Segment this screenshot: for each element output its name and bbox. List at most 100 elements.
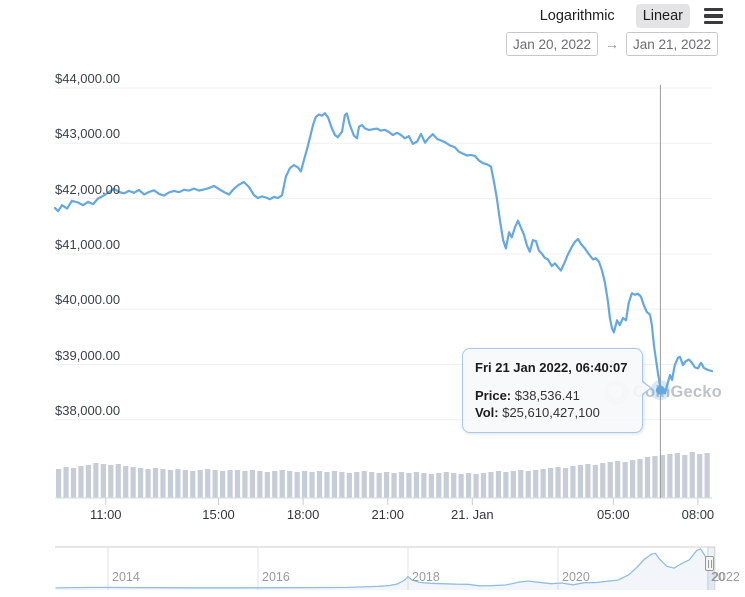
navigator-year-label: 2018 [412, 570, 440, 584]
scale-controls: Logarithmic Linear [533, 4, 723, 28]
tooltip-volume-row: Vol: $25,610,427,100 [475, 404, 630, 421]
volume-bar [458, 474, 464, 498]
volume-bar [190, 471, 196, 498]
volume-bar [421, 473, 427, 498]
x-axis-label: 11:00 [89, 507, 122, 522]
volume-bar [518, 470, 524, 498]
volume-bar [682, 455, 688, 498]
volume-bar [63, 467, 69, 498]
navigator-year-label: 2016 [262, 570, 290, 584]
volume-bar [324, 472, 330, 498]
volume-bar [577, 465, 584, 498]
scale-linear-button[interactable]: Linear [635, 4, 690, 28]
navigator-year-label: 2022 [712, 570, 740, 584]
volume-bar [175, 469, 181, 498]
date-to-input[interactable] [626, 32, 718, 56]
volume-bar [406, 473, 412, 498]
volume-bar [130, 467, 136, 498]
tooltip-price-row: Price: $38,536.41 [475, 387, 630, 404]
volume-bar [78, 466, 84, 498]
volume-bar [644, 457, 651, 498]
volume-bar [466, 473, 472, 498]
tooltip-price-value: $38,536.41 [514, 388, 580, 403]
y-axis-label: $42,000.00 [55, 181, 121, 197]
volume-bar [56, 469, 62, 498]
volume-bar [309, 472, 315, 498]
tooltip-volume-label: Vol: [475, 405, 499, 420]
volume-bar [480, 473, 487, 498]
volume-bar [473, 474, 479, 498]
volume-bar [93, 463, 99, 498]
volume-bar [145, 469, 151, 498]
volume-bar [398, 472, 405, 498]
volume-bar [361, 471, 367, 498]
volume-bar [331, 471, 338, 498]
y-axis-label: $41,000.00 [55, 236, 121, 252]
y-axis-label: $43,000.00 [55, 126, 121, 142]
volume-bar [615, 461, 621, 498]
price-line[interactable] [53, 112, 714, 395]
y-axis-label: $38,000.00 [55, 402, 121, 418]
volume-bar [689, 452, 695, 498]
navigator-year-label: 2014 [112, 570, 140, 584]
volume-bar [242, 471, 248, 498]
volume-bar [391, 473, 397, 498]
navigator-area-fill [55, 548, 714, 590]
volume-bar [264, 472, 270, 498]
navigator-handle[interactable] [705, 556, 714, 571]
x-axis-label: 18:00 [286, 507, 320, 522]
volume-bar [622, 462, 628, 498]
x-axis-label: 08:00 [681, 507, 715, 522]
date-from-input[interactable] [506, 32, 598, 56]
volume-bar [279, 470, 285, 498]
volume-bar [205, 469, 211, 498]
volume-bar [257, 471, 263, 498]
highlight-marker [655, 385, 665, 395]
x-axis-label: 05:00 [597, 507, 630, 522]
volume-bar [212, 470, 218, 498]
volume-bar [652, 456, 658, 498]
volume-bar [659, 455, 666, 498]
volume-bar [182, 470, 188, 498]
watermark-text: CoinGecko [633, 383, 722, 401]
volume-bar [197, 470, 203, 498]
tooltip-datetime: Fri 21 Jan 2022, 06:40:07 [475, 360, 628, 375]
volume-bar [503, 472, 509, 498]
x-axis-label: 21. Jan [450, 507, 494, 522]
volume-bar [413, 472, 420, 498]
volume-bar [667, 454, 673, 498]
volume-bar [607, 462, 613, 498]
volume-bar [339, 472, 345, 498]
y-axis-label: $44,000.00 [55, 71, 121, 86]
y-axis-label: $39,000.00 [55, 347, 121, 363]
volume-bar [160, 469, 166, 498]
volume-bar [272, 471, 278, 498]
volume-bar [585, 464, 591, 498]
navigator-line[interactable] [55, 547, 715, 589]
x-axis-label: 15:00 [202, 507, 235, 522]
volume-bar [637, 459, 643, 498]
range-arrow-icon: → [605, 36, 619, 52]
volume-bar [704, 453, 710, 498]
volume-bar [85, 465, 92, 498]
volume-bar [369, 472, 375, 498]
tooltip-callout-arrow [642, 380, 652, 396]
volume-bar [123, 466, 129, 498]
volume-bar [428, 474, 434, 498]
volume-bar [600, 463, 606, 498]
volume-bar [234, 470, 241, 498]
volume-bar [540, 469, 546, 498]
volume-bar [152, 468, 159, 498]
menu-icon[interactable] [704, 6, 723, 26]
volume-bar [302, 471, 308, 498]
volume-bar [562, 468, 569, 498]
volume-bar [436, 473, 442, 498]
tooltip-volume-value: $25,610,427,100 [502, 405, 600, 420]
volume-bar [384, 472, 390, 498]
volume-bar [287, 471, 293, 498]
volume-bar [630, 460, 636, 498]
volume-bar [674, 453, 680, 498]
scale-logarithmic-button[interactable]: Logarithmic [539, 8, 615, 24]
volume-bar [495, 471, 502, 498]
